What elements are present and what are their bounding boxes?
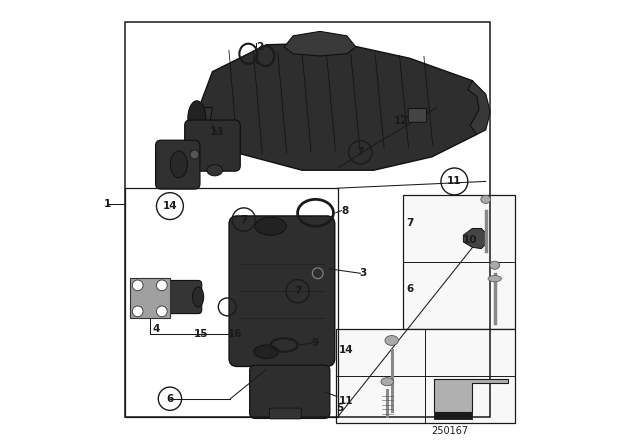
Text: 6: 6 xyxy=(406,284,413,293)
Ellipse shape xyxy=(381,378,394,386)
Ellipse shape xyxy=(481,195,491,203)
Polygon shape xyxy=(199,43,486,170)
FancyBboxPatch shape xyxy=(408,108,427,122)
FancyBboxPatch shape xyxy=(185,120,240,171)
Text: 9: 9 xyxy=(312,338,319,348)
Ellipse shape xyxy=(193,287,204,307)
FancyBboxPatch shape xyxy=(250,365,330,418)
Ellipse shape xyxy=(254,345,278,358)
Text: 7: 7 xyxy=(406,218,414,228)
Text: 2: 2 xyxy=(256,42,263,52)
Polygon shape xyxy=(463,228,486,249)
Text: 6: 6 xyxy=(166,394,173,404)
Bar xyxy=(125,22,490,417)
Text: 4: 4 xyxy=(153,324,160,334)
Text: 7: 7 xyxy=(294,286,301,296)
Text: 12: 12 xyxy=(394,116,408,126)
Ellipse shape xyxy=(207,165,223,176)
Text: 8: 8 xyxy=(341,206,348,215)
Polygon shape xyxy=(435,379,508,412)
Bar xyxy=(125,188,338,417)
Bar xyxy=(403,195,515,329)
Text: 10: 10 xyxy=(463,235,477,245)
Circle shape xyxy=(156,306,167,317)
FancyBboxPatch shape xyxy=(229,216,335,366)
Ellipse shape xyxy=(170,151,188,178)
Ellipse shape xyxy=(385,336,398,345)
Polygon shape xyxy=(468,81,490,134)
Text: 16: 16 xyxy=(228,329,242,339)
FancyBboxPatch shape xyxy=(163,280,202,314)
Ellipse shape xyxy=(490,261,500,269)
Circle shape xyxy=(132,306,143,317)
Text: 14: 14 xyxy=(163,201,177,211)
Ellipse shape xyxy=(488,276,502,282)
Polygon shape xyxy=(435,412,472,419)
Polygon shape xyxy=(195,108,235,152)
Text: 13: 13 xyxy=(210,127,224,137)
Circle shape xyxy=(190,150,199,159)
Text: 11: 11 xyxy=(447,177,461,186)
Ellipse shape xyxy=(255,217,287,235)
FancyBboxPatch shape xyxy=(156,140,200,189)
Text: 250167: 250167 xyxy=(431,426,468,436)
Circle shape xyxy=(156,280,167,291)
Text: 1: 1 xyxy=(104,199,111,209)
Text: 7: 7 xyxy=(356,147,364,157)
Text: 3: 3 xyxy=(359,268,366,278)
Circle shape xyxy=(132,280,143,291)
FancyBboxPatch shape xyxy=(269,408,301,419)
Text: 11: 11 xyxy=(339,396,354,406)
Text: 14: 14 xyxy=(339,345,354,355)
Polygon shape xyxy=(130,278,170,318)
Text: 5: 5 xyxy=(337,403,344,413)
Text: 7: 7 xyxy=(240,215,248,224)
Polygon shape xyxy=(284,31,356,56)
Ellipse shape xyxy=(188,101,206,137)
Text: 15: 15 xyxy=(194,329,209,339)
Bar xyxy=(336,329,515,423)
